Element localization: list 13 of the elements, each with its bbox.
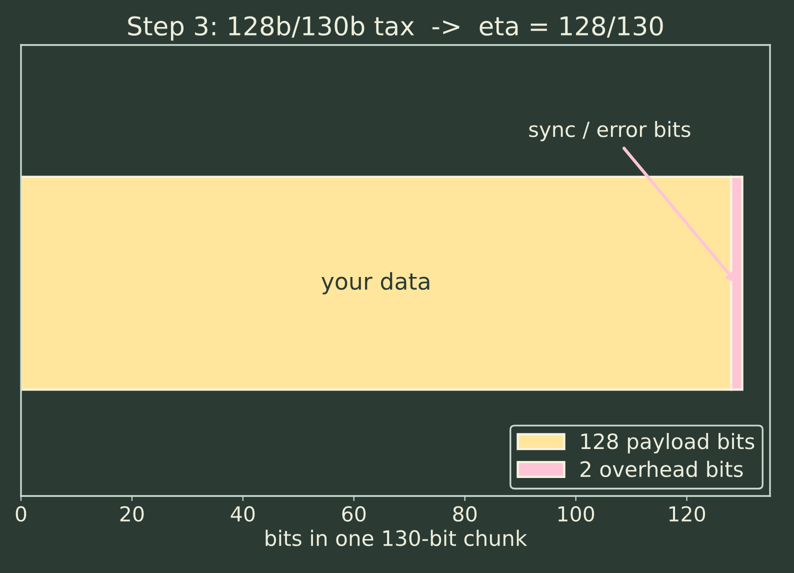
x-tick-label: 60 bbox=[342, 506, 366, 522]
annotation: sync / error bits bbox=[529, 121, 690, 142]
legend-label: 2 overhead bits bbox=[580, 460, 743, 478]
x-tick-label: 80 bbox=[453, 506, 477, 522]
annotation: your data bbox=[322, 272, 430, 294]
x-tick-label: 0 bbox=[16, 506, 26, 522]
x-tick-label: 20 bbox=[120, 506, 144, 522]
chart-title: Step 3: 128b/130b tax -> eta = 128/130 bbox=[128, 16, 663, 41]
legend-label: 128 payload bits bbox=[581, 432, 754, 454]
x-tick-label: 100 bbox=[558, 506, 594, 522]
x-tick-label: 40 bbox=[230, 506, 255, 522]
x-axis-title: bits in one 130-bit chunk bbox=[266, 530, 528, 546]
x-tick-label: 120 bbox=[669, 506, 706, 522]
